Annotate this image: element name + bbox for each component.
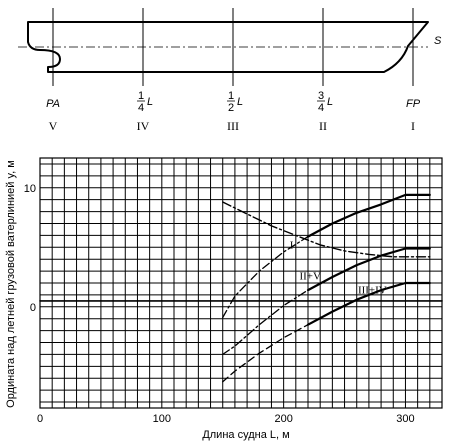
series-label-i: I xyxy=(290,239,294,251)
series-iii-iv-extrapolated xyxy=(222,324,309,383)
grid xyxy=(40,158,442,408)
ship-diagram: S PA 1 4 L 1 2 L 3 4 L FP V IV III II xyxy=(18,8,442,133)
series-label-ii-v: II+V xyxy=(299,270,321,282)
roman-label-ii: II xyxy=(319,119,327,133)
series-i-extrapolated xyxy=(222,235,309,319)
axis-ticks: 0 100 200 300 0 10 xyxy=(24,183,415,425)
station-label-pa: PA xyxy=(46,98,60,110)
x-tick-label: 300 xyxy=(396,413,414,425)
fraction-variable: L xyxy=(327,96,333,108)
series-group xyxy=(39,193,443,383)
fraction-denominator: 4 xyxy=(318,102,324,114)
y-tick-label: 10 xyxy=(24,183,36,195)
x-tick-label: 100 xyxy=(153,413,171,425)
roman-label-i: I xyxy=(411,119,415,133)
station-label-three-quarter: 3 4 L xyxy=(317,90,333,114)
roman-label-iii: III xyxy=(227,119,239,133)
roman-label-v: V xyxy=(49,119,58,133)
roman-label-iv: IV xyxy=(137,119,150,133)
series-ii-v-extrapolated xyxy=(222,289,309,356)
fraction-numerator: 1 xyxy=(138,90,144,102)
plot-frame xyxy=(39,157,443,409)
series-dash-dot xyxy=(221,201,431,258)
series-ii-v-line xyxy=(306,247,431,292)
series-iii-iv-line xyxy=(306,281,431,326)
x-tick-label: 200 xyxy=(274,413,292,425)
sheer-label: S xyxy=(434,35,442,47)
station-label-fp: FP xyxy=(406,98,421,110)
fraction-numerator: 1 xyxy=(228,90,234,102)
series-label-iii-iv: III+IV xyxy=(358,285,387,297)
fraction-variable: L xyxy=(237,96,243,108)
fraction-variable: L xyxy=(147,96,153,108)
series-i-line xyxy=(306,193,431,238)
station-label-half: 1 2 L xyxy=(227,90,243,114)
y-axis-title: Ордината над летней грузовой ватерлинией… xyxy=(5,160,17,408)
x-axis-title: Длина судна L, м xyxy=(202,429,289,441)
fraction-denominator: 2 xyxy=(228,102,234,114)
y-tick-label: 0 xyxy=(30,302,36,314)
x-tick-label: 0 xyxy=(37,413,43,425)
station-label-quarter: 1 4 L xyxy=(137,90,153,114)
chart: 0 100 200 300 0 10 I II+V III+IV Длина судна … xyxy=(5,157,443,441)
hull-outline xyxy=(27,21,429,73)
fraction-numerator: 3 xyxy=(318,90,324,102)
fraction-denominator: 4 xyxy=(138,102,144,114)
